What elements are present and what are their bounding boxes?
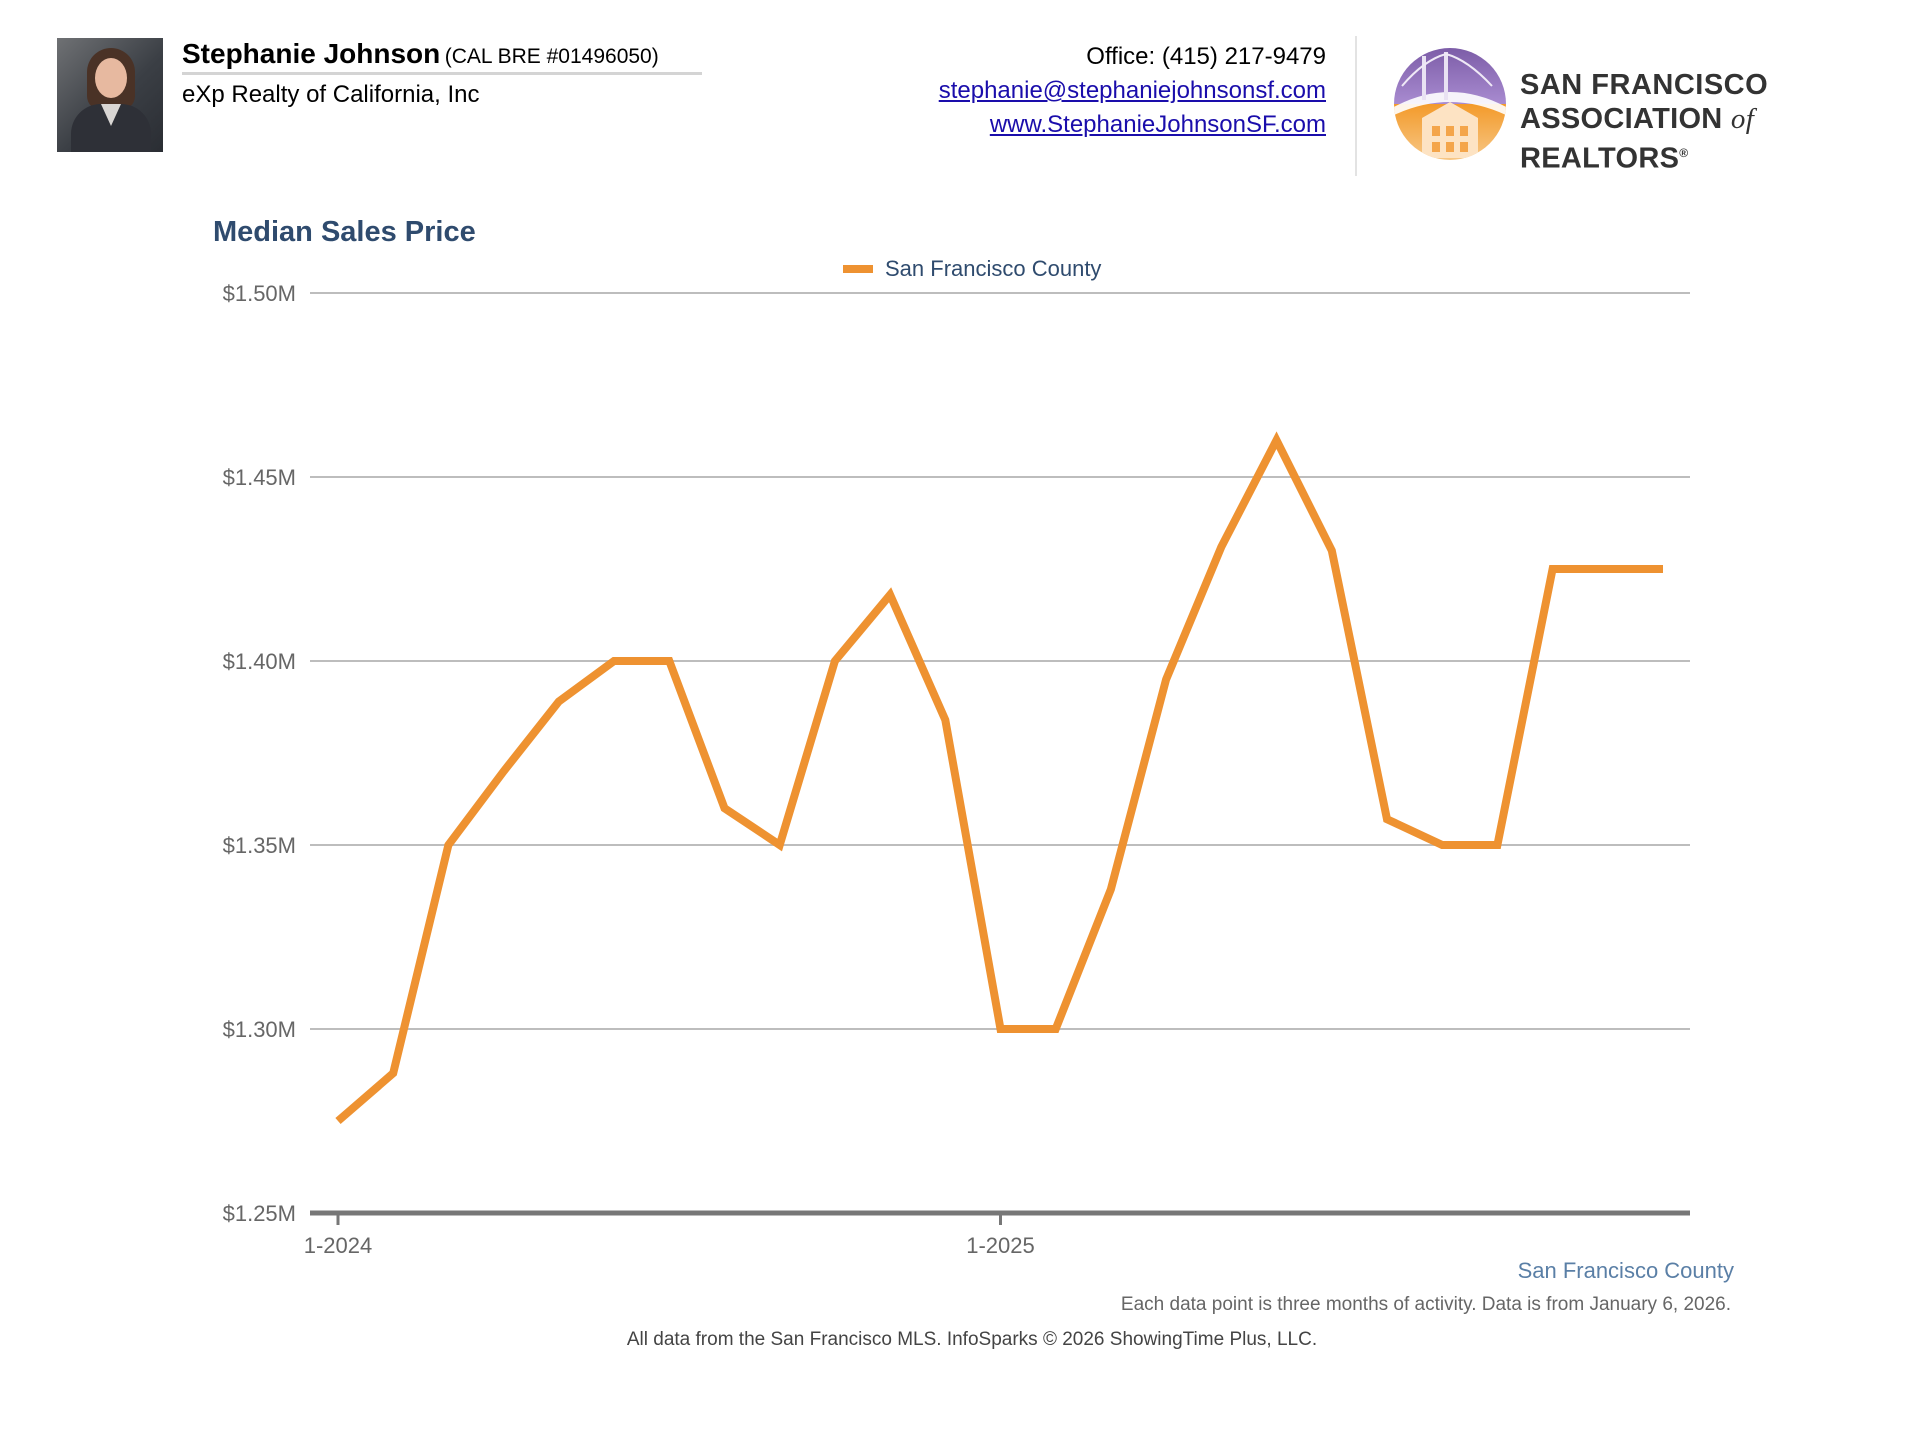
y-tick-label: $1.30M bbox=[223, 1017, 296, 1042]
association-line1: SAN FRANCISCO bbox=[1520, 69, 1769, 101]
association-line2: ASSOCIATION of REALTORS® bbox=[1520, 102, 1920, 176]
association-logo-icon bbox=[1394, 48, 1506, 160]
y-tick-label: $1.40M bbox=[223, 649, 296, 674]
agent-photo bbox=[57, 38, 163, 152]
association-name: SAN FRANCISCO ASSOCIATION of REALTORS® bbox=[1520, 68, 1920, 176]
footer-note: Each data point is three months of activ… bbox=[1120, 1294, 1731, 1315]
office-phone: Office: (415) 217-9479 bbox=[1086, 43, 1326, 70]
association-realtors: REALTORS bbox=[1520, 142, 1680, 175]
legend-label: San Francisco County bbox=[885, 256, 1102, 281]
association-word: ASSOCIATION bbox=[1520, 103, 1723, 135]
y-tick-label: $1.35M bbox=[223, 833, 296, 858]
agent-underline bbox=[182, 72, 702, 75]
footer-source: All data from the San Francisco MLS. Inf… bbox=[626, 1329, 1318, 1350]
x-tick-label: 1-2024 bbox=[304, 1233, 373, 1258]
legend-swatch bbox=[843, 265, 873, 273]
footer-series-label: San Francisco County bbox=[1517, 1258, 1734, 1283]
association-of: of bbox=[1730, 103, 1755, 135]
y-tick-label: $1.45M bbox=[223, 465, 296, 490]
y-tick-label: $1.25M bbox=[223, 1201, 296, 1226]
header-divider bbox=[1355, 36, 1357, 176]
y-tick-label: $1.50M bbox=[223, 281, 296, 306]
report-header: Stephanie Johnson (CAL BRE #01496050) eX… bbox=[0, 0, 1920, 190]
x-tick-label: 1-2025 bbox=[966, 1233, 1035, 1258]
chart-title: Median Sales Price bbox=[213, 216, 476, 248]
agent-name: Stephanie Johnson bbox=[182, 38, 441, 69]
registered-mark: ® bbox=[1679, 146, 1689, 160]
email-link[interactable]: stephanie@stephaniejohnsonsf.com bbox=[938, 77, 1326, 104]
agent-company: eXp Realty of California, Inc bbox=[182, 81, 480, 108]
agent-info: Stephanie Johnson (CAL BRE #01496050) eX… bbox=[182, 38, 702, 109]
website-link[interactable]: www.StephanieJohnsonSF.com bbox=[989, 111, 1326, 138]
agent-license: (CAL BRE #01496050) bbox=[444, 45, 659, 68]
contact-block: Office: (415) 217-9479 stephanie@stephan… bbox=[939, 40, 1326, 142]
chart-legend[interactable]: San Francisco County bbox=[843, 256, 1101, 282]
series-line bbox=[335, 431, 1663, 1125]
